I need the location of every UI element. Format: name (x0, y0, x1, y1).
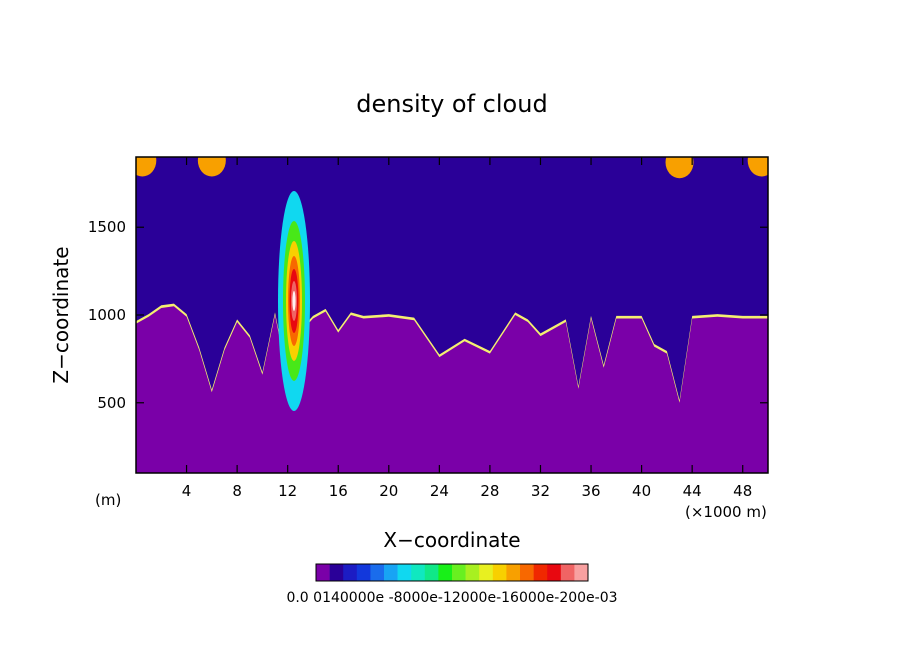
colorbar-swatch (343, 564, 358, 581)
cloud-core (278, 190, 310, 411)
colorbar-swatch (506, 564, 521, 581)
x-tick-label: 44 (683, 482, 702, 500)
x-tick-label: 16 (329, 482, 348, 500)
colorbar-swatch (424, 564, 439, 581)
x-tick-label: 24 (430, 482, 449, 500)
colorbar-swatch (479, 564, 494, 581)
colorbar-swatch (316, 564, 330, 581)
chart-title: density of cloud (356, 90, 547, 118)
clear-air-region (136, 306, 768, 473)
x-unit-right: (×1000 m) (685, 503, 767, 521)
core-contour (292, 290, 296, 311)
colorbar-swatch (574, 564, 589, 581)
colorbar-swatch (384, 564, 398, 581)
x-axis: 4 8 12 16 20 24 28 32 36 40 44 48 (182, 157, 752, 500)
x-tick-label: 36 (581, 482, 600, 500)
x-tick-label: 4 (182, 482, 192, 500)
high-density-patch (136, 157, 157, 177)
x-tick-label: 40 (632, 482, 651, 500)
y-tick-label: 1500 (88, 218, 126, 236)
colorbar-swatch (547, 564, 562, 581)
colorbar-swatch (492, 564, 507, 581)
y-axis-label: Z−coordinate (49, 246, 73, 383)
x-tick-label: 20 (379, 482, 398, 500)
colorbar-frame (315, 563, 589, 582)
colorbar-swatch (438, 564, 453, 581)
plot-area (136, 157, 768, 473)
colorbar-swatch (370, 564, 385, 581)
y-tick-label: 1000 (88, 306, 126, 324)
high-density-patch (197, 157, 226, 177)
colorbar (315, 563, 589, 582)
colorbar-swatch (452, 564, 466, 581)
colorbar-swatch (356, 564, 371, 581)
y-axis: 500 1000 1500 (88, 218, 768, 412)
colorbar-swatch (411, 564, 426, 581)
colorbar-swatch (533, 564, 548, 581)
x-tick-label: 32 (531, 482, 550, 500)
contour-bands (136, 157, 768, 473)
y-tick-label: 500 (97, 394, 126, 412)
x-tick-label: 28 (480, 482, 499, 500)
x-tick-label: 48 (733, 482, 752, 500)
colorbar-labels: 0.0 0140000e -8000e-12000e-16000e-200e-0… (286, 590, 617, 606)
x-tick-label: 12 (278, 482, 297, 500)
colorbar-swatch (520, 564, 534, 581)
x-unit-left: (m) (95, 491, 121, 509)
colorbar-swatch (465, 564, 480, 581)
colorbar-swatch (560, 564, 575, 581)
colorbar-swatch (329, 564, 344, 581)
x-tick-label: 8 (232, 482, 242, 500)
high-density-patch (747, 157, 768, 177)
x-axis-label: X−coordinate (383, 528, 520, 552)
colorbar-swatch (397, 564, 412, 581)
high-density-patch (665, 157, 694, 179)
